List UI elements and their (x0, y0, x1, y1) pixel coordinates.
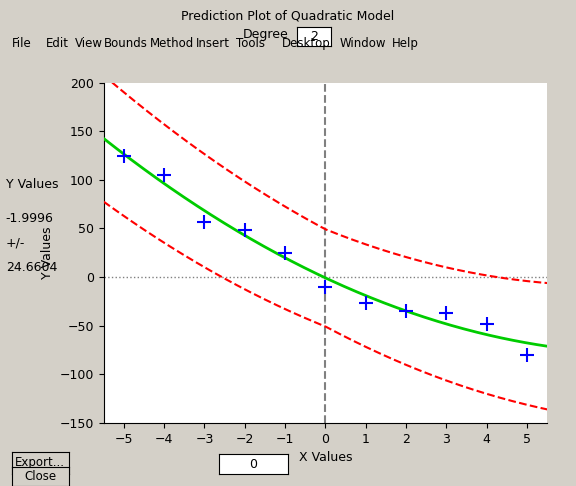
Text: Edit: Edit (46, 37, 69, 50)
Text: Close: Close (24, 470, 56, 483)
Text: +/-: +/- (6, 237, 25, 249)
Text: 24.6604: 24.6604 (6, 261, 57, 274)
Text: Window: Window (340, 37, 386, 50)
Text: 0: 0 (249, 458, 257, 470)
Text: Bounds: Bounds (104, 37, 147, 50)
Text: -1.9996: -1.9996 (6, 212, 54, 225)
Text: Insert: Insert (196, 37, 230, 50)
Text: Export...: Export... (16, 456, 65, 469)
Text: File: File (12, 37, 31, 50)
Text: Tools: Tools (236, 37, 265, 50)
Text: 2: 2 (310, 30, 318, 43)
Text: Y Values: Y Values (6, 178, 58, 191)
Text: Degree: Degree (242, 28, 288, 40)
Text: View: View (75, 37, 103, 50)
X-axis label: X Values: X Values (299, 451, 352, 464)
Text: Desktop: Desktop (282, 37, 331, 50)
Text: Prediction Plot of Quadratic Model: Prediction Plot of Quadratic Model (181, 10, 395, 23)
Text: Method: Method (150, 37, 194, 50)
Text: Help: Help (392, 37, 419, 50)
Y-axis label: Y Values: Y Values (41, 226, 54, 279)
